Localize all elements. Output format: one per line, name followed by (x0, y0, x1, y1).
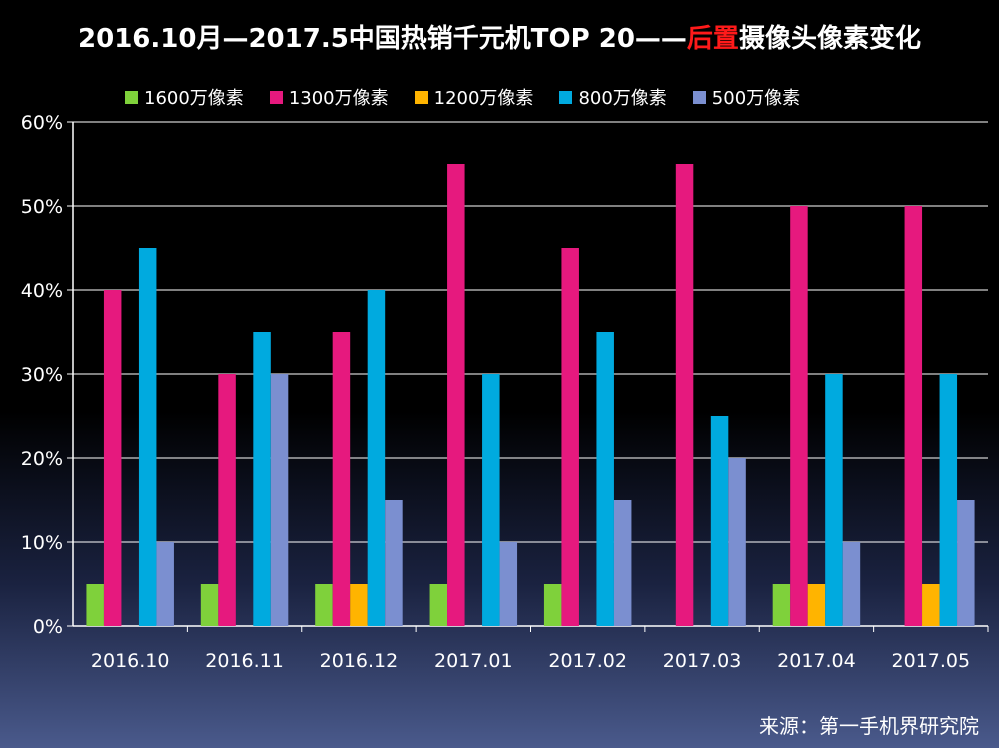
bar (825, 374, 843, 626)
bar (367, 290, 386, 626)
chart-legend: 1600万像素 1300万像素 1200万像素 800万像素 500万像素 (125, 84, 826, 110)
legend-item-1200: 1200万像素 (414, 84, 534, 110)
legend-swatch-1200 (414, 90, 428, 104)
bar (315, 584, 333, 626)
legend-label-1300: 1300万像素 (288, 88, 389, 109)
bar (350, 584, 368, 626)
bar (675, 164, 694, 626)
legend-swatch-1600 (125, 90, 138, 104)
title-highlight: 后置 (686, 24, 739, 54)
bar (596, 332, 614, 626)
bar (904, 206, 923, 626)
bar (807, 584, 826, 626)
title-prefix: 2016.10月—2017.5中国热销千元机TOP 20—— (78, 24, 687, 54)
legend-item-1300: 1300万像素 (269, 84, 389, 110)
bar (957, 500, 975, 626)
y-tick-label: 20% (21, 448, 63, 470)
bar (156, 542, 174, 626)
y-tick-label: 40% (21, 280, 63, 302)
x-tick-label: 2016.12 (320, 650, 399, 672)
bar (561, 248, 579, 626)
bar (253, 332, 271, 626)
x-tick-label: 2016.11 (205, 650, 284, 672)
bar (772, 584, 791, 626)
bar (270, 374, 289, 626)
legend-swatch-500 (692, 90, 706, 104)
x-tick-label: 2017.05 (892, 650, 971, 672)
y-tick-label: 10% (21, 532, 63, 554)
title-suffix: 摄像头像素变化 (738, 24, 921, 54)
bar (790, 206, 808, 626)
y-tick-label: 60% (21, 112, 63, 134)
bar (482, 374, 500, 626)
x-tick-label: 2017.02 (548, 650, 627, 672)
bar (103, 290, 122, 626)
y-tick-label: 0% (33, 616, 63, 638)
bar (543, 584, 562, 626)
x-tick-label: 2017.04 (777, 650, 856, 672)
bar (200, 584, 219, 626)
source-note: 来源：第一手机界研究院 (759, 714, 979, 738)
bar (385, 500, 403, 626)
y-tick-label: 50% (21, 196, 63, 218)
legend-swatch-800 (559, 90, 573, 104)
bar (613, 500, 632, 626)
y-tick-label: 30% (21, 364, 63, 386)
x-tick-label: 2017.03 (663, 650, 742, 672)
legend-item-1600: 1600万像素 (125, 84, 244, 110)
bar (138, 248, 157, 626)
bar (332, 332, 351, 626)
x-tick-label: 2016.10 (91, 650, 170, 672)
legend-swatch-1300 (269, 90, 283, 104)
legend-label-500: 500万像素 (711, 88, 801, 109)
legend-item-800: 800万像素 (559, 84, 667, 110)
bar (922, 584, 940, 626)
bar (86, 584, 104, 626)
bar (728, 458, 746, 626)
bar (939, 374, 958, 626)
legend-label-1200: 1200万像素 (433, 88, 534, 109)
chart-title: 2016.10月—2017.5中国热销千元机TOP 20——后置摄像头像素变化 (0, 18, 999, 55)
bar (218, 374, 236, 626)
bar (447, 164, 465, 626)
bar (710, 416, 729, 626)
bar (842, 542, 861, 626)
legend-label-800: 800万像素 (578, 88, 667, 109)
legend-label-1600: 1600万像素 (144, 88, 244, 109)
bar (499, 542, 518, 626)
bar (429, 584, 448, 626)
x-tick-label: 2017.01 (434, 650, 513, 672)
legend-item-500: 500万像素 (692, 84, 801, 110)
